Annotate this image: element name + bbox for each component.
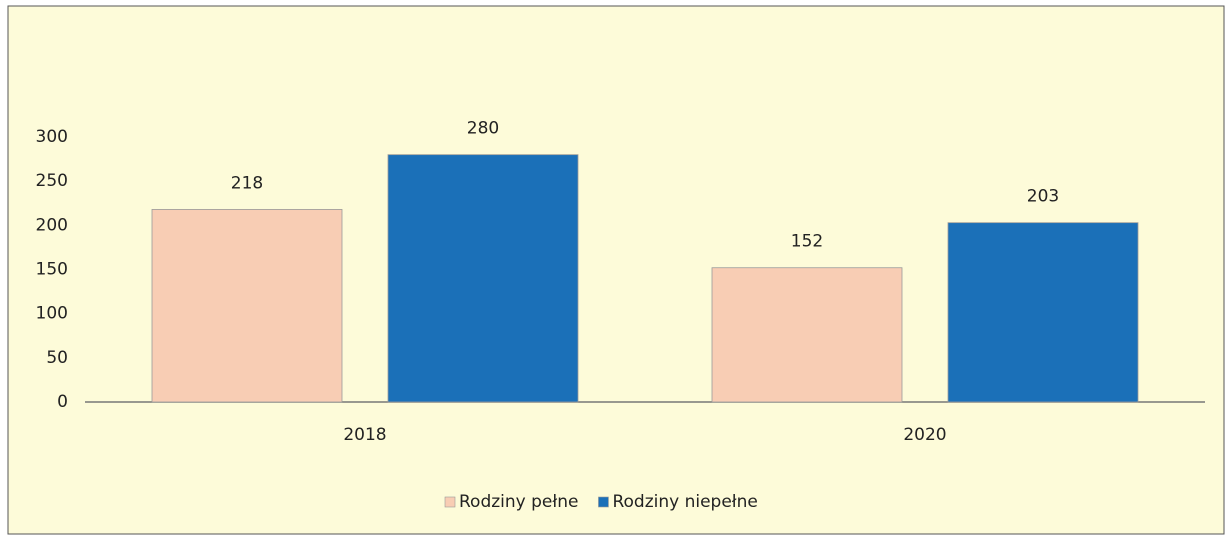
data-label: 218 bbox=[231, 173, 263, 193]
y-tick-label: 100 bbox=[36, 304, 68, 324]
data-label: 203 bbox=[1027, 187, 1059, 207]
data-label: 152 bbox=[791, 232, 823, 252]
y-tick-label: 150 bbox=[36, 260, 68, 280]
legend-swatch bbox=[598, 496, 609, 508]
bar bbox=[947, 222, 1139, 403]
legend-label: Rodziny pełne bbox=[459, 492, 578, 512]
y-tick-label: 0 bbox=[57, 392, 68, 412]
bar bbox=[711, 267, 903, 403]
legend-label: Rodziny niepełne bbox=[612, 492, 757, 512]
y-tick-label: 200 bbox=[36, 215, 68, 235]
data-label: 280 bbox=[467, 119, 499, 139]
y-tick-label: 50 bbox=[46, 348, 68, 368]
y-tick-label: 250 bbox=[36, 171, 68, 191]
bar bbox=[387, 154, 579, 403]
x-tick-label: 2018 bbox=[343, 425, 386, 445]
legend-swatch bbox=[444, 496, 456, 508]
x-tick-label: 2020 bbox=[903, 425, 946, 445]
y-tick-label: 300 bbox=[36, 127, 68, 147]
bar bbox=[151, 209, 343, 403]
